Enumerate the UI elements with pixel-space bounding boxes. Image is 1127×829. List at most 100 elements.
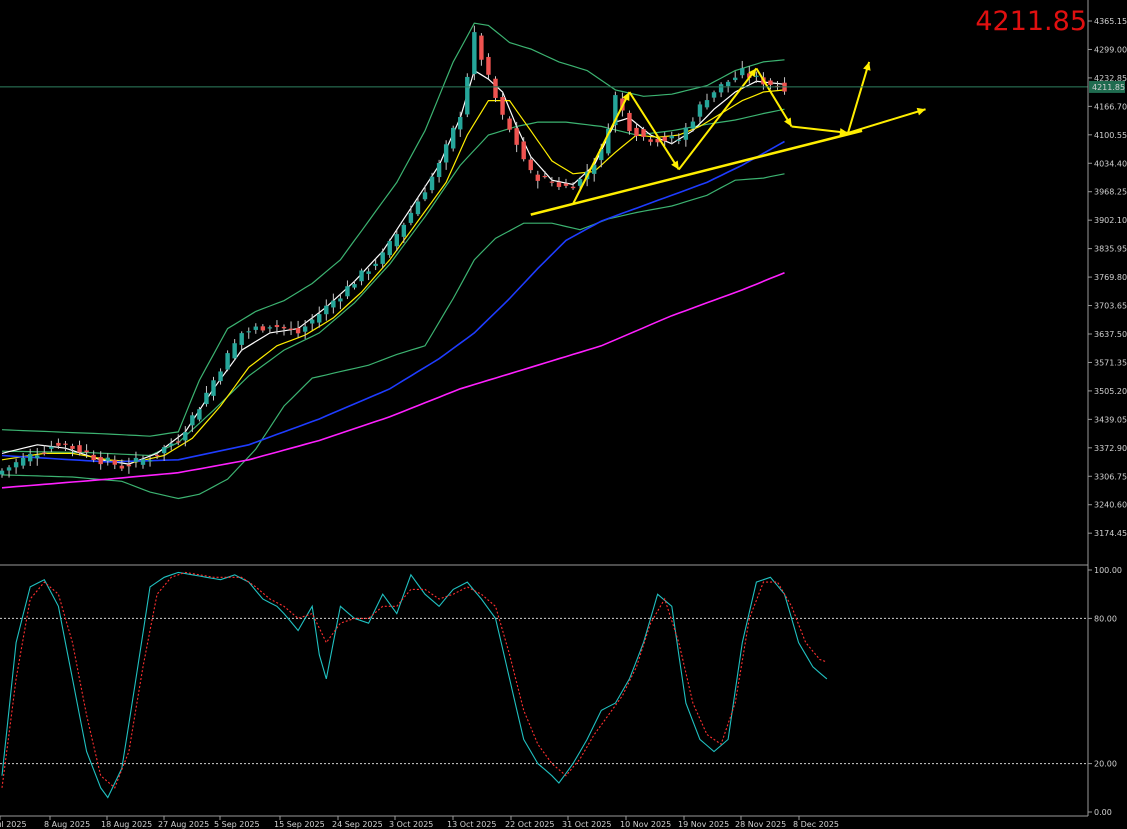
zigzag-arrow xyxy=(678,67,758,171)
zigzag-arrow xyxy=(791,125,849,134)
price-tick-label: 3637.50 xyxy=(1094,330,1127,339)
bear-candle xyxy=(98,457,103,465)
stochastic-lines xyxy=(1,571,828,799)
price-panel[interactable]: 4365.15 4299.00 4232.85 4166.70 4100.55 4034.… xyxy=(0,17,1127,538)
stoch-tick-label: 100.00 xyxy=(1094,566,1122,575)
price-tick-label: 4365.15 xyxy=(1094,17,1127,26)
zigzag-arrow xyxy=(628,91,680,170)
bear-candle xyxy=(556,182,562,187)
price-tick-label: 3968.25 xyxy=(1094,188,1127,197)
bull-candle xyxy=(669,135,674,139)
bull-candle xyxy=(140,459,146,465)
price-tick-label: 3769.80 xyxy=(1094,273,1127,282)
date-tick-label: 10 Nov 2025 xyxy=(620,820,671,829)
stoch-tick-label: 80.00 xyxy=(1094,614,1117,623)
date-tick-label: 3 Oct 2025 xyxy=(389,820,433,829)
bull-candle xyxy=(302,326,308,332)
bull-candle xyxy=(422,192,428,200)
bear-candle xyxy=(274,325,280,328)
price-tick-label: 4034.40 xyxy=(1094,159,1127,168)
bear-candle xyxy=(627,112,632,132)
date-tick-label: 31 Oct 2025 xyxy=(562,820,611,829)
stoch-tick-label: 20.00 xyxy=(1094,760,1117,769)
bear-candle xyxy=(56,442,61,446)
price-tick-label: 3571.35 xyxy=(1094,358,1127,367)
bear-candle xyxy=(295,327,301,334)
bull-candle xyxy=(740,68,745,76)
bull-candle xyxy=(465,76,470,115)
bear-candle xyxy=(70,445,75,449)
date-tick-label: 22 Oct 2025 xyxy=(505,820,554,829)
bull-candle xyxy=(218,371,223,382)
ma-blue-line xyxy=(1,140,785,463)
stoch-signal-line xyxy=(1,571,828,789)
bull-candle xyxy=(613,95,618,126)
price-tick-label: 3835.95 xyxy=(1094,245,1127,254)
zigzag-arrow xyxy=(755,67,793,127)
bear-candle xyxy=(126,464,132,467)
stochastic-panel[interactable]: 100.00 80.00 20.00 0.00 xyxy=(0,566,1122,817)
current-price-marker: 4211.85 xyxy=(0,80,1125,93)
bull-candle xyxy=(324,305,329,315)
bull-candle xyxy=(338,298,343,302)
arrow-head xyxy=(671,160,679,170)
date-tick-label: 8 Aug 2025 xyxy=(44,820,90,829)
bull-candle xyxy=(35,455,40,459)
price-tick-label: 4232.85 xyxy=(1094,74,1127,83)
bull-candle xyxy=(415,201,421,215)
bull-candle xyxy=(225,353,230,370)
date-tick-label: 24 Sep 2025 xyxy=(332,820,383,829)
date-tick-label: 5 Sep 2025 xyxy=(214,820,260,829)
bull-candle xyxy=(6,467,12,471)
bull-candle xyxy=(147,460,153,462)
bull-candle xyxy=(725,81,731,86)
indicator-overlays xyxy=(1,22,785,500)
bull-candle xyxy=(246,331,251,333)
current-price-tag-label: 4211.85 xyxy=(1092,83,1125,92)
bull-candle xyxy=(401,224,407,237)
date-tick-label: 13 Oct 2025 xyxy=(447,820,496,829)
bull-candle xyxy=(20,457,26,466)
bull-candle xyxy=(359,270,364,282)
bear-candle xyxy=(479,35,484,60)
arrow-head xyxy=(839,128,848,136)
bull-candle xyxy=(458,117,463,130)
price-tick-label: 3372.90 xyxy=(1094,444,1127,453)
bull-candle xyxy=(373,263,378,266)
bull-candle xyxy=(13,462,19,468)
arrow-head xyxy=(863,61,871,71)
date-tick-label: 27 Aug 2025 xyxy=(158,820,209,829)
bull-candle xyxy=(408,212,414,223)
bull-candle xyxy=(0,470,5,475)
bb-lower-line xyxy=(1,173,785,500)
bull-candle xyxy=(443,144,449,163)
arrow-head xyxy=(748,68,757,78)
date-tick-label: 28 Nov 2025 xyxy=(735,820,786,829)
date-tick-label: 15 Sep 2025 xyxy=(274,820,325,829)
last-price-label: 4211.85 xyxy=(975,6,1087,37)
bull-candle xyxy=(676,139,681,141)
bear-candle xyxy=(521,141,526,160)
price-axis: 4365.15 4299.00 4232.85 4166.70 4100.55 4034.… xyxy=(1088,17,1127,538)
bb-upper-line xyxy=(1,22,785,437)
bull-candle xyxy=(690,121,696,129)
bull-candle xyxy=(577,179,583,186)
bear-candle xyxy=(77,445,82,453)
bull-candle xyxy=(331,300,336,308)
bull-candle xyxy=(204,392,209,405)
bear-candle xyxy=(747,73,752,78)
bull-candle xyxy=(451,127,456,149)
stoch-tick-label: 0.00 xyxy=(1094,808,1112,817)
bear-candle xyxy=(648,139,653,142)
zigzag-arrow xyxy=(572,91,631,205)
bear-candle xyxy=(63,443,68,445)
ma-magenta-line xyxy=(1,271,785,489)
bull-candle xyxy=(345,286,350,297)
bull-candle xyxy=(310,319,315,324)
bull-candle xyxy=(317,314,322,323)
bull-candle xyxy=(28,453,33,462)
bull-candle xyxy=(169,443,174,446)
extension-arrow xyxy=(847,108,926,134)
bull-candle xyxy=(253,326,258,330)
